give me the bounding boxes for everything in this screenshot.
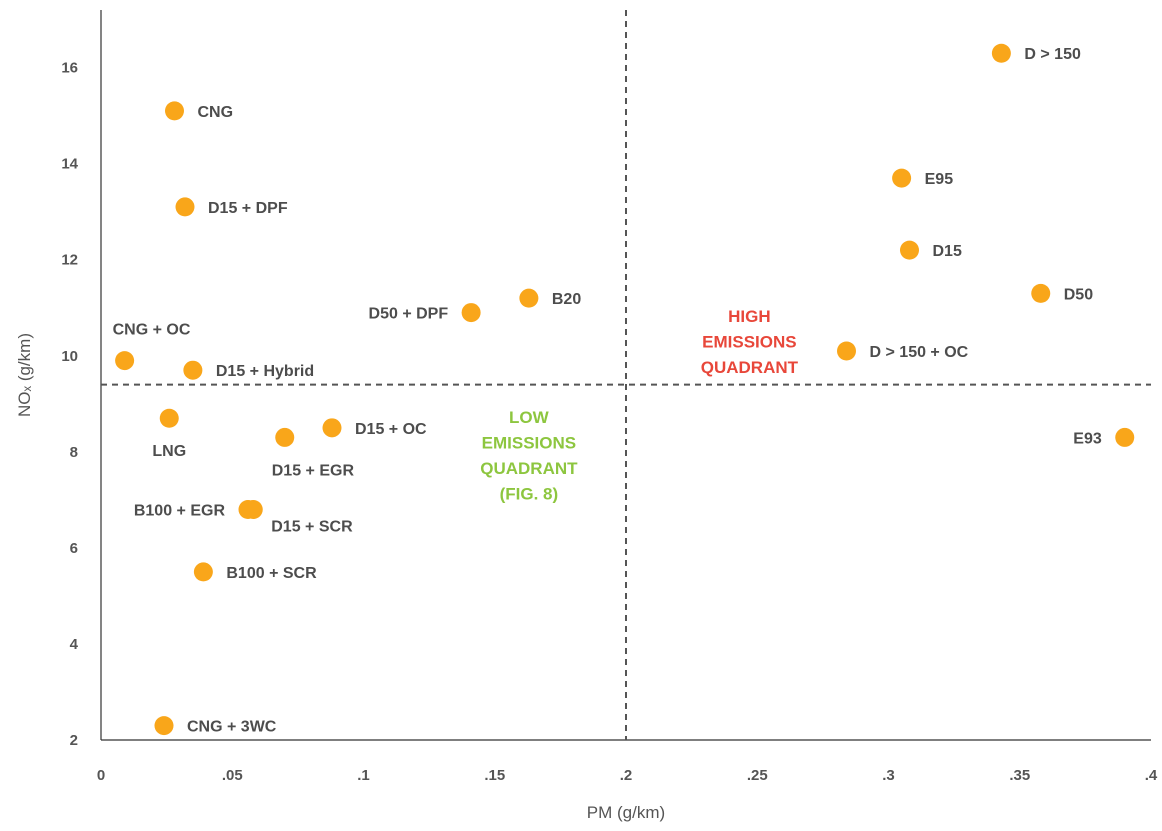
quadrant-label-line: QUADRANT	[480, 459, 578, 478]
data-point	[322, 418, 342, 438]
data-point	[243, 499, 263, 519]
point-label: D > 150 + OC	[870, 344, 969, 361]
data-point	[900, 240, 919, 260]
point-label: E93	[1073, 430, 1102, 447]
y-tick-label: 12	[61, 252, 78, 269]
point-label: LNG	[152, 443, 186, 460]
data-point	[183, 360, 203, 380]
point-label: B100 + SCR	[226, 565, 317, 582]
x-tick-label: .05	[222, 767, 243, 784]
data-point	[1031, 283, 1051, 303]
x-tick-label: .15	[484, 767, 505, 784]
data-point	[837, 341, 856, 361]
y-tick-label: 8	[70, 444, 78, 461]
y-tick-label: 6	[70, 540, 78, 557]
point-label: CNG	[198, 104, 234, 121]
point-label: B100 + EGR	[134, 502, 226, 519]
point-label: E95	[925, 171, 954, 188]
quadrant-label-line: HIGH	[728, 307, 771, 326]
data-point	[154, 716, 174, 736]
data-point	[115, 351, 135, 371]
data-point	[275, 427, 295, 447]
x-axis-ticks: 0 .05 .1 .15 .2 .25 .3 .35 .4	[97, 767, 1158, 784]
point-label: D50 + DPF	[369, 306, 449, 323]
quadrant-label-line: (FIG. 8)	[500, 485, 559, 504]
data-point	[159, 408, 179, 428]
quadrant-label-line: LOW	[509, 408, 550, 427]
y-axis-title: NOₓ (g/km)	[15, 333, 34, 417]
x-tick-label: .4	[1145, 767, 1158, 784]
y-tick-label: 2	[70, 732, 78, 749]
point-label: B20	[552, 291, 581, 308]
point-label: D15	[933, 243, 962, 260]
x-tick-label: 0	[97, 767, 105, 784]
x-tick-label: .1	[357, 767, 370, 784]
point-label: D50	[1064, 286, 1093, 303]
point-label: D15 + DPF	[208, 200, 288, 217]
y-tick-label: 4	[70, 636, 79, 653]
x-axis-title: PM (g/km)	[587, 803, 665, 822]
y-tick-label: 14	[61, 156, 78, 173]
quadrant-label-line: EMISSIONS	[702, 333, 796, 352]
data-point	[991, 43, 1011, 63]
data-points: D > 150 CNG E95 D15 + DPF D15 D50 B20 D50 + DPF…	[113, 43, 1135, 736]
quadrant-annotations: HIGH EMISSIONS QUADRANT LOW EMISSIONS QUADRAN…	[480, 307, 798, 503]
point-label: D15 + OC	[355, 421, 427, 438]
point-label: D15 + Hybrid	[216, 363, 314, 380]
data-point	[1115, 427, 1135, 447]
y-axis-ticks: 2 4 6 8 10 12 14 16	[61, 60, 78, 749]
data-point	[175, 197, 195, 217]
quadrant-label-line: QUADRANT	[701, 358, 799, 377]
point-label: D > 150	[1024, 46, 1081, 63]
x-tick-label: .2	[620, 767, 633, 784]
x-tick-label: .25	[747, 767, 768, 784]
point-label: D15 + EGR	[272, 462, 355, 479]
y-tick-label: 16	[61, 60, 78, 77]
data-point	[165, 101, 184, 121]
point-label: D15 + SCR	[271, 518, 353, 535]
y-tick-label: 10	[61, 348, 78, 365]
plot-area	[100, 10, 1151, 741]
data-point	[193, 562, 213, 582]
data-point	[461, 303, 481, 323]
point-label: CNG + 3WC	[187, 719, 277, 736]
x-tick-label: .35	[1009, 767, 1030, 784]
data-point	[519, 288, 539, 308]
x-tick-label: .3	[882, 767, 895, 784]
quadrant-label-line: EMISSIONS	[482, 434, 576, 453]
point-label: CNG + OC	[113, 322, 191, 339]
data-point	[892, 168, 912, 188]
